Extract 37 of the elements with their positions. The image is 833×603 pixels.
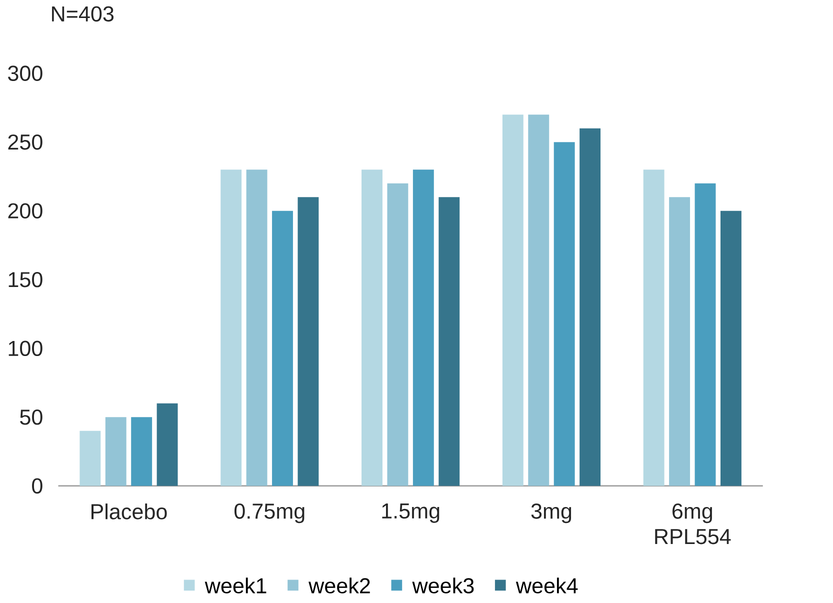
bar [80,431,101,486]
bar [246,170,268,486]
y-tick-label: 100 [8,340,42,356]
bar [131,417,152,486]
x-tick-label: 0.75mg [234,504,304,524]
y-tick-label: 300 [8,66,42,82]
bar [105,417,126,486]
y-tick-label: 0 [32,478,42,494]
legend-label: week1 [204,578,266,594]
y-tick-label: 50 [20,410,42,425]
chart-title: N=403 [52,6,114,22]
x-tick-label: 3mg [531,504,572,524]
legend-label: week3 [412,578,474,594]
bar [528,114,550,486]
legend-label: week2 [308,578,370,594]
x-tick-label: 6mg RPL554 [655,504,731,544]
bar [220,170,242,486]
bar [554,142,575,486]
y-tick-label: 250 [8,134,42,150]
bar [643,170,664,486]
bar [669,197,690,486]
bar [720,210,742,486]
bar [412,170,434,486]
bar [580,128,601,486]
bar [362,170,382,486]
bar [694,183,716,486]
bar [156,404,178,486]
bar [298,197,319,486]
legend-label: week4 [516,578,578,594]
bar [502,114,524,486]
x-tick-label: Placebo [92,504,167,520]
bar [387,183,408,486]
bar [438,197,460,486]
y-tick-label: 150 [8,272,42,288]
bar [272,210,293,486]
x-tick-label: 1.5mg [382,504,440,523]
y-tick-label: 200 [8,203,42,219]
